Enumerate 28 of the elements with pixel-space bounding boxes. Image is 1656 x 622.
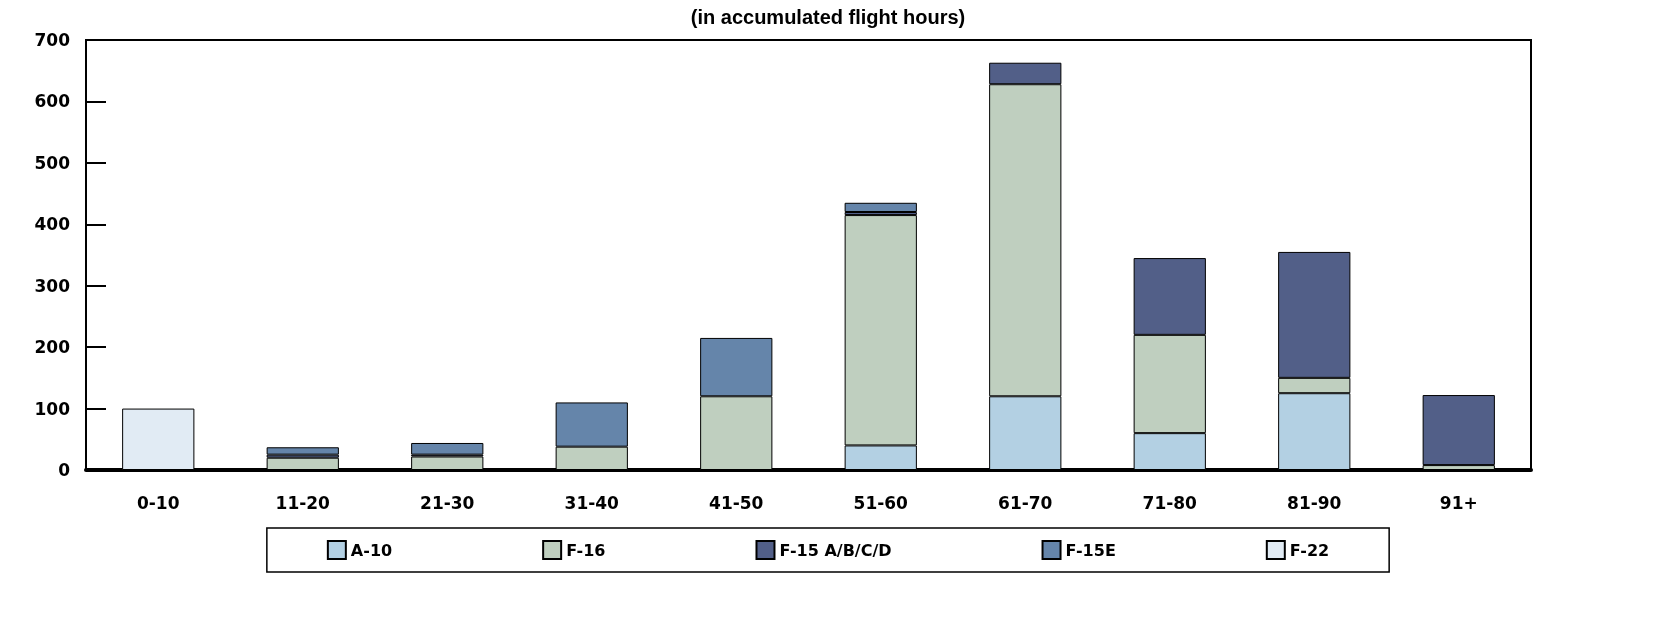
legend-label: F-22 bbox=[1289, 540, 1330, 560]
chart-title: (in accumulated flight hours) bbox=[690, 6, 966, 28]
x-tick-label: 11-20 bbox=[275, 492, 331, 513]
x-tick-label: 71-80 bbox=[1142, 492, 1198, 513]
legend-label: F-16 bbox=[566, 540, 606, 560]
legend-label: A-10 bbox=[350, 540, 393, 560]
x-tick-label: 91+ bbox=[1439, 492, 1478, 513]
x-tick-label: 21-30 bbox=[420, 492, 475, 513]
y-tick-label: 0 bbox=[58, 460, 71, 480]
bar bbox=[411, 442, 484, 455]
bar bbox=[266, 447, 339, 455]
y-tick-label: 700 bbox=[34, 30, 71, 50]
x-tick-label: 61-70 bbox=[998, 492, 1053, 513]
x-tick-label: 81-90 bbox=[1287, 492, 1342, 513]
x-tick-label: 41-50 bbox=[709, 492, 764, 513]
y-tick-label: 100 bbox=[34, 398, 71, 419]
legend-label: F-15E bbox=[1065, 540, 1116, 560]
y-tick-label: 300 bbox=[34, 275, 71, 296]
x-tick-label: 31-40 bbox=[564, 492, 620, 513]
y-tick-label: 600 bbox=[34, 91, 71, 112]
legend-label: F-15 A/B/C/D bbox=[779, 540, 892, 560]
y-tick-label: 200 bbox=[34, 337, 71, 358]
bar bbox=[844, 202, 917, 212]
y-tick-label: 500 bbox=[34, 152, 71, 173]
bar bbox=[1422, 395, 1495, 466]
x-tick-label: 0-10 bbox=[136, 492, 180, 513]
y-tick-label: 400 bbox=[34, 214, 71, 235]
x-tick-label: 51-60 bbox=[853, 492, 909, 513]
